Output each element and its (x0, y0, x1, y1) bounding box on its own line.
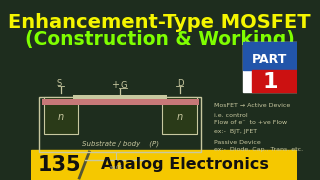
Text: +: + (111, 80, 119, 90)
Text: ss/B: ss/B (109, 165, 122, 170)
Bar (162, 97, 197, 134)
Text: 135: 135 (37, 155, 81, 175)
Text: n: n (58, 112, 64, 123)
Bar (39, 97, 201, 152)
Bar (31, 150, 297, 180)
Bar (244, 42, 297, 70)
Text: 1: 1 (262, 72, 278, 92)
Text: S: S (57, 78, 62, 87)
Bar (74, 95, 167, 99)
Text: PART: PART (252, 53, 288, 66)
Text: Enhancement-Type MOSFET: Enhancement-Type MOSFET (8, 12, 311, 32)
Bar (42, 99, 199, 105)
Text: Substrate / body    (P): Substrate / body (P) (82, 141, 159, 147)
Text: ex:-  BJT, JFET: ex:- BJT, JFET (214, 129, 257, 134)
Text: i.e. control: i.e. control (214, 112, 247, 118)
Text: n: n (177, 112, 183, 123)
Bar (44, 97, 78, 134)
Text: Passive Device: Passive Device (214, 140, 260, 145)
Bar (244, 42, 297, 92)
Polygon shape (252, 70, 297, 92)
Text: Flow of e⁻  to +ve Flow: Flow of e⁻ to +ve Flow (214, 120, 287, 125)
Text: MosFET → Active Device: MosFET → Active Device (214, 102, 290, 107)
Text: G: G (120, 80, 127, 89)
Text: Analog Electronics: Analog Electronics (101, 158, 268, 172)
Text: ex:-  Diode, Cap., Trans. etc.: ex:- Diode, Cap., Trans. etc. (214, 147, 303, 152)
Text: (Construction & Working): (Construction & Working) (25, 30, 295, 48)
Text: D: D (177, 78, 184, 87)
